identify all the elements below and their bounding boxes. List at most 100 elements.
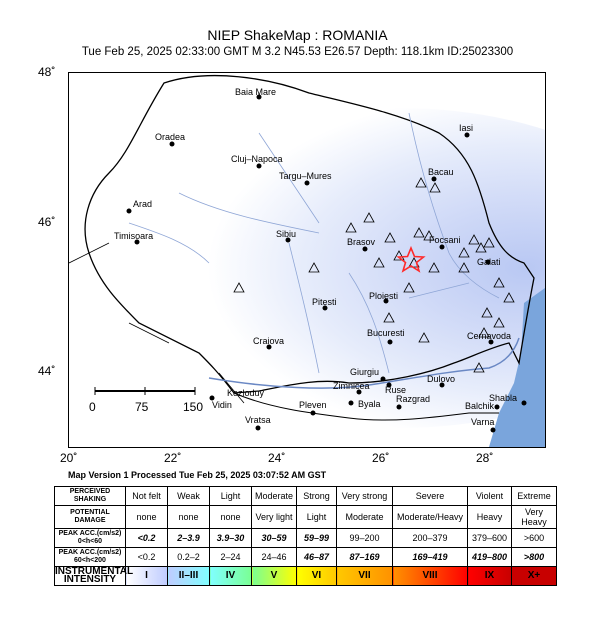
- city-dot-pleven: [310, 410, 316, 416]
- legend-cell: Light: [296, 504, 337, 530]
- legend-rowhead: PEAK ACC.(cm/s2) 0<h<60: [54, 528, 126, 549]
- legend-cell: >800: [511, 547, 557, 568]
- scale-label-0: 0: [89, 400, 96, 414]
- city-label: Bacau: [428, 167, 454, 177]
- city-label: Ploiesti: [369, 291, 398, 301]
- legend-cell: Strong: [296, 486, 337, 506]
- legend-cell: none: [125, 504, 168, 530]
- legend-cell: 200–379: [392, 528, 468, 549]
- city-dot-craiova: [266, 344, 272, 350]
- scale-label-75: 75: [135, 400, 149, 414]
- city-dot-balchik: [494, 404, 500, 410]
- legend-cell: Moderate: [336, 504, 393, 530]
- city-label: Vratsa: [245, 415, 271, 425]
- legend-cell: <0.2: [125, 528, 168, 549]
- black-sea: [489, 288, 545, 447]
- city-dot-iasi: [464, 132, 470, 138]
- intensity-cell: II–III: [167, 566, 210, 586]
- city-label: Oradea: [155, 132, 185, 142]
- event-subtitle: Tue Feb 25, 2025 02:33:00 GMT M 3.2 N45.…: [81, 46, 514, 58]
- legend-rowhead: PEAK ACC.(cm/s2) 60<h<200: [54, 547, 126, 568]
- city-dot-zimnicea: [356, 389, 362, 395]
- legend-cell: Very Heavy: [511, 504, 557, 530]
- epicenter-star-icon: [396, 245, 426, 273]
- shakemap[interactable]: Baia Mare Iasi Oradea Cluj–Napoca Targu–…: [68, 72, 546, 448]
- legend-cell: none: [167, 504, 210, 530]
- city-label: Shabla: [489, 393, 517, 403]
- city-dot-galati: [485, 259, 491, 265]
- city-dot-pitesti: [322, 305, 328, 311]
- city-label: Pitesti: [312, 297, 337, 307]
- legend-cell: Weak: [167, 486, 210, 506]
- city-dot-timisoara: [134, 239, 140, 245]
- city-dot-giurgiu: [380, 376, 386, 382]
- lat-label-48: 48˚: [38, 65, 56, 79]
- city-label: Dulovo: [427, 374, 455, 384]
- legend-cell: none: [209, 504, 252, 530]
- city-label: Arad: [133, 199, 152, 209]
- intensity-cell: VII: [336, 566, 393, 586]
- legend-cell: 30–59: [251, 528, 297, 549]
- legend-cell: 3.9–30: [209, 528, 252, 549]
- legend-row-acc-shallow: PEAK ACC.(cm/s2) 0<h<60 <0.2 2–3.9 3.9–30…: [54, 528, 557, 549]
- legend-cell: 46–87: [296, 547, 337, 568]
- legend-cell: 169–419: [392, 547, 468, 568]
- scale-label-150: 150: [183, 400, 203, 414]
- intensity-cell: VIII: [392, 566, 468, 586]
- shaking-intensity-area: [109, 108, 545, 428]
- legend-row-acc-intermediate: PEAK ACC.(cm/s2) 60<h<200 <0.2 0.2–2 2–24…: [54, 547, 557, 568]
- city-label: Brasov: [347, 237, 376, 247]
- intensity-legend: PERCEIVED SHAKING Not felt Weak Light Mod…: [54, 486, 557, 586]
- intensity-cell: IV: [209, 566, 252, 586]
- romania-border: [84, 74, 535, 394]
- country-borders: [69, 242, 245, 404]
- intensity-cell: I: [125, 566, 168, 586]
- city-label: Galati: [477, 257, 501, 267]
- city-label: Balchik: [465, 401, 495, 411]
- legend-cell: Very strong: [336, 486, 393, 506]
- legend-row-damage: POTENTIAL DAMAGE none none none Very ligh…: [54, 504, 557, 530]
- city-label: Iasi: [459, 123, 473, 133]
- city-dot-vidin: [209, 395, 215, 401]
- legend-cell: Light: [209, 486, 252, 506]
- city-label: Focsani: [429, 235, 461, 245]
- legend-cell: 24–46: [251, 547, 297, 568]
- legend-row-perceived: PERCEIVED SHAKING Not felt Weak Light Mod…: [54, 486, 557, 506]
- legend-cell: 0.2–2: [167, 547, 210, 568]
- legend-cell: 419–800: [467, 547, 512, 568]
- legend-cell: Heavy: [467, 504, 512, 530]
- legend-cell: 99–200: [336, 528, 393, 549]
- legend-cell: Moderate: [251, 486, 297, 506]
- legend-cell: Severe: [392, 486, 468, 506]
- city-label: Bucuresti: [367, 328, 405, 338]
- city-label: Zimnicea: [333, 381, 370, 391]
- legend-cell: Moderate/Heavy: [392, 504, 468, 530]
- city-label: Razgrad: [396, 394, 430, 404]
- city-label: Kozloduy: [227, 388, 265, 398]
- city-dot-arad: [126, 208, 132, 214]
- city-dot-brasov: [362, 246, 368, 252]
- legend-cell: Very light: [251, 504, 297, 530]
- station-markers: [233, 177, 515, 373]
- city-dot-ploiesti: [383, 298, 389, 304]
- city-dot-shabla: [521, 400, 527, 406]
- legend-cell: Not felt: [125, 486, 168, 506]
- bulgaria-border: [233, 392, 499, 421]
- intensity-cell: IX: [467, 566, 512, 586]
- city-dot-byala: [348, 400, 354, 406]
- legend-cell: Violent: [467, 486, 512, 506]
- legend-cell: 379–600: [467, 528, 512, 549]
- city-label: Craiova: [253, 336, 284, 346]
- lat-label-44: 44˚: [38, 364, 56, 378]
- city-label: Vidin: [212, 400, 232, 410]
- processed-timestamp: Map Version 1 Processed Tue Feb 25, 2025…: [68, 470, 327, 480]
- city-dot-cernavoda: [488, 339, 494, 345]
- city-dot-bacau: [431, 176, 437, 182]
- legend-rowhead: INSTRUMENTAL INTENSITY: [54, 566, 134, 586]
- city-dot-bucuresti: [387, 339, 393, 345]
- danube-river: [208, 337, 520, 389]
- city-label: Targu–Mures: [279, 171, 332, 181]
- legend-rowhead: POTENTIAL DAMAGE: [54, 504, 126, 530]
- legend-cell: 59–99: [296, 528, 337, 549]
- legend-rowhead: PERCEIVED SHAKING: [54, 486, 126, 506]
